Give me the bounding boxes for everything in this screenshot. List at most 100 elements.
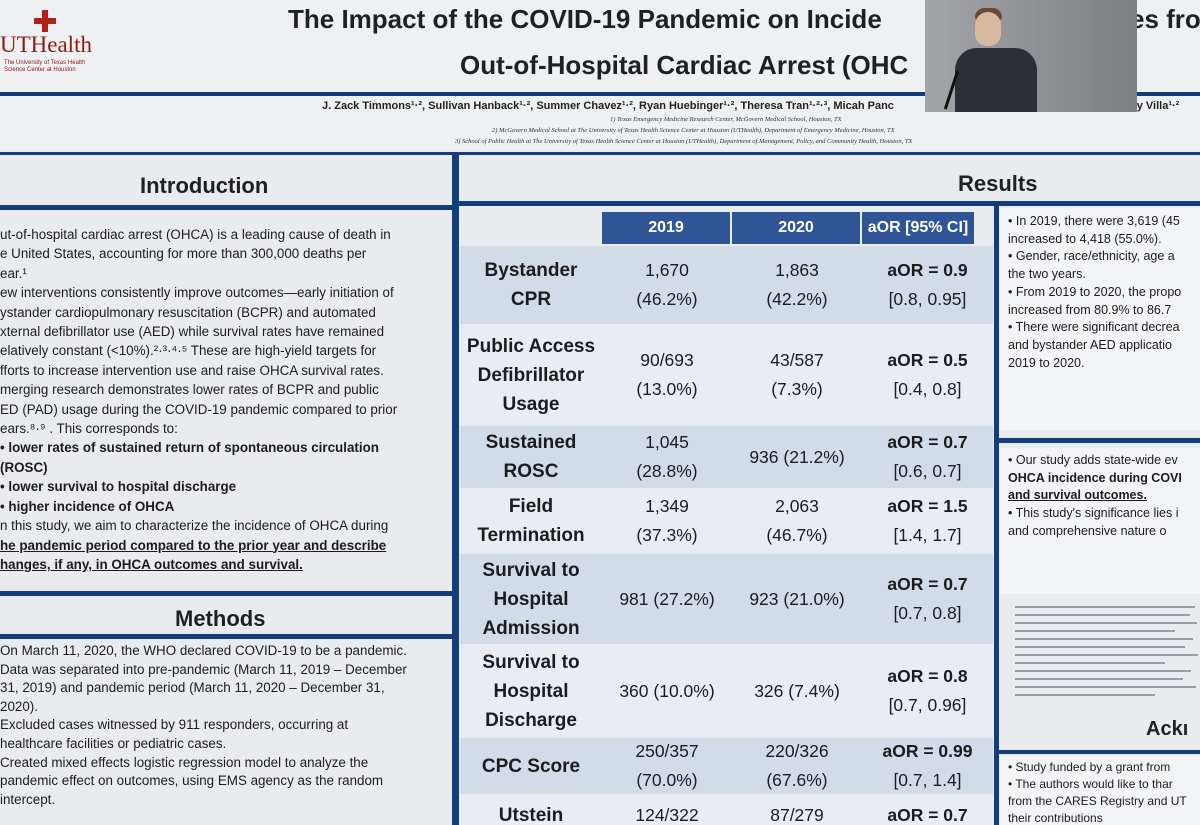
intro-heading-rule <box>0 205 452 210</box>
cell-aor-line: aOR = 0.5 <box>887 350 968 370</box>
cell-aor: aOR = 0.7[0.5, 1.0] <box>862 796 993 825</box>
intro-line: ears.⁸·⁹ . This corresponds to: <box>0 421 178 437</box>
cell-2020: 936 (21.2%) <box>732 426 862 488</box>
cell-2019: 124/322(38.5%) <box>602 796 732 825</box>
table-row: Sustained ROSC 1,045 (28.8%) 936 (21.2%) aOR … <box>460 426 993 488</box>
table-row: UtsteinBystander124/322(38.5%)87/279(31.… <box>460 796 993 825</box>
cell-2020: 220/326 (67.6%) <box>732 738 862 794</box>
cell-aor: aOR = 0.7 [0.6, 0.7] <box>862 426 993 488</box>
cell-2020: 87/279(31.4%) <box>732 796 862 825</box>
methods-heading-rule <box>0 634 452 639</box>
row-label-line: Termination <box>477 525 585 546</box>
cell-2019: 250/357 (70.0%) <box>602 738 732 794</box>
row-label-line: ROSC <box>503 461 559 482</box>
methods-line: Data was separated into pre-pandemic (Ma… <box>0 661 407 677</box>
row-label: UtsteinBystander <box>460 796 602 825</box>
table-row: Survival to Hospital Discharge 360 (10.0%) 3… <box>460 646 993 736</box>
logo-subtitle: The University of Texas Health Science C… <box>4 60 86 73</box>
row-label: Bystander CPR <box>460 246 602 324</box>
conclusion-rule <box>999 438 1200 443</box>
intro-bullet: (ROSC) <box>0 459 48 475</box>
cell-2020-line: 2,063 <box>775 496 819 516</box>
row-label-line: Sustained <box>485 432 577 453</box>
introduction-body: ut-of-hospital cardiac arrest (OHCA) is … <box>0 225 450 574</box>
poster-header: UTHealth The University of Texas Health … <box>0 0 1200 150</box>
affiliation-3: 3) School of Public Health at The Univer… <box>455 138 913 145</box>
methods-line: intercept. <box>0 791 56 807</box>
row-label-line: Survival to <box>482 651 580 673</box>
introduction-heading: Introduction <box>140 173 269 198</box>
cell-aor-line: [0.7, 1.4] <box>893 770 962 790</box>
row-label: Survival to Hospital Discharge <box>460 646 602 736</box>
presenter-head <box>975 12 1001 46</box>
methods-line: pandemic effect on outcomes, using EMS a… <box>0 773 384 789</box>
column-divider-left <box>452 155 459 825</box>
findings-line: increased from 80.9% to 86.7 <box>1008 302 1172 317</box>
row-label-line: Bystander <box>484 260 578 281</box>
conclusions-box <box>1000 448 1200 594</box>
row-label-line: Field <box>508 496 554 517</box>
ack-rule <box>999 750 1200 754</box>
row-label-line: Public Access <box>466 335 596 357</box>
presenter-body <box>955 48 1037 112</box>
table-header-row: 2019 2020 aOR [95% CI] <box>460 212 993 244</box>
cell-aor: aOR = 0.99 [0.7, 1.4] <box>862 738 993 794</box>
row-label-line: Admission <box>482 617 580 639</box>
acknowledgements-list: • Study funded by a grant from • The aut… <box>1008 759 1187 825</box>
cell-2019-line: 981 (27.2%) <box>619 588 715 609</box>
findings-line: • There were significant decrea <box>1008 320 1180 335</box>
methods-line: Excluded cases witnessed by 911 responde… <box>0 717 349 733</box>
intro-bullet: • lower survival to hospital discharge <box>0 479 237 495</box>
methods-line: On March 11, 2020, the WHO declared COVI… <box>0 643 407 658</box>
cell-2020: 2,063 (46.7%) <box>732 490 862 552</box>
cell-2019-line: 1,349 <box>645 496 689 516</box>
findings-line: 2019 to 2020. <box>1008 355 1085 370</box>
cell-2020-line: (46.7%) <box>766 525 828 545</box>
intro-line: elatively constant (<10%).²·³·⁴·⁵ These … <box>0 343 377 359</box>
cell-2019: 1,045 (28.8%) <box>602 426 732 488</box>
row-label: Survival to Hospital Admission <box>460 554 602 644</box>
findings-box <box>1000 208 1200 430</box>
cell-aor-line: [1.4, 1.7] <box>893 525 962 545</box>
intro-line: ew interventions consistently improve ou… <box>0 285 394 301</box>
row-label-line: Hospital <box>493 588 569 610</box>
findings-line: • Gender, race/ethnicity, age a <box>1008 249 1175 264</box>
cell-2019-line: 250/357 <box>635 741 699 761</box>
methods-top-rule <box>0 591 452 596</box>
cell-aor: aOR = 0.7 [0.7, 0.8] <box>862 554 993 644</box>
header-divider <box>0 92 1200 96</box>
cell-2019-line: 360 (10.0%) <box>619 680 715 701</box>
ack-line: from the CARES Registry and UT <box>1008 794 1187 808</box>
cell-aor-line: aOR = 0.7 <box>887 805 968 825</box>
cell-aor-line: [0.6, 0.7] <box>893 461 962 481</box>
cell-2020: 43/587 (7.3%) <box>732 326 862 424</box>
cell-2020-line: 923 (21.0%) <box>749 588 845 609</box>
cell-aor: aOR = 0.9 [0.8, 0.95] <box>862 246 993 324</box>
presenter-video-overlay <box>925 0 1137 112</box>
conclusion-line: and comprehensive nature o <box>1008 523 1167 538</box>
cell-2019: 1,670 (46.2%) <box>602 246 732 324</box>
methods-line: Created mixed effects logistic regressio… <box>0 754 369 770</box>
cell-2019-line: (28.8%) <box>636 461 698 481</box>
intro-line: merging research demonstrates lower rate… <box>0 382 379 398</box>
author-list: J. Zack Timmons¹·², Sullivan Hanback¹·²,… <box>322 100 894 112</box>
intro-aim-line: he pandemic period compared to the prior… <box>0 537 387 553</box>
intro-aim-line: hanges, if any, in OHCA outcomes and sur… <box>0 556 303 572</box>
col-header-2019: 2019 <box>602 212 730 244</box>
cell-aor-line: aOR = 0.99 <box>882 741 973 761</box>
cell-2020-line: 1,863 <box>775 260 819 280</box>
cell-aor-line: [0.7, 0.8] <box>893 603 962 623</box>
row-label-line: Hospital <box>493 680 569 702</box>
table-row: Survival to Hospital Admission 981 (27.2%) 9… <box>460 554 993 644</box>
row-label-line: CPC Score <box>481 755 581 777</box>
cell-2020: 326 (7.4%) <box>732 646 862 736</box>
uthealth-logo: UTHealth The University of Texas Health … <box>0 6 95 76</box>
methods-line: healthcare facilities or pediatric cases… <box>0 735 227 751</box>
findings-line: • From 2019 to 2020, the propo <box>1008 284 1182 299</box>
logo-name: UTHealth <box>0 32 92 57</box>
affiliation-2: 2) McGovern Medical School at The Univer… <box>492 127 895 134</box>
header-empty <box>460 212 602 244</box>
methods-heading: Methods <box>175 606 266 631</box>
cell-2019-line: (46.2%) <box>636 289 698 309</box>
